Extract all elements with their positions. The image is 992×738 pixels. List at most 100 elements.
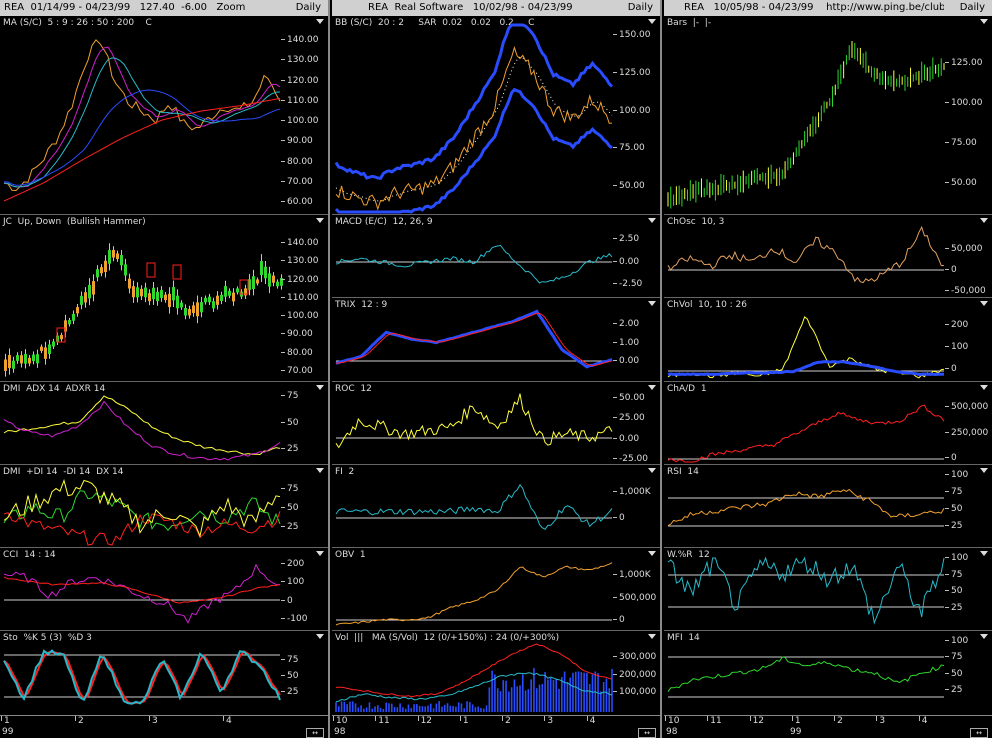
panel-cci-menu-icon[interactable]: [316, 551, 324, 556]
panel-jc[interactable]: JC Up, Down (Bullish Hammer): [0, 215, 328, 382]
roc-tick-1: 25.00: [613, 413, 645, 424]
vol-tick-2: 100,000: [612, 687, 657, 697]
panel-vol[interactable]: Vol ||| MA (S/Vol) 12 (0/+150%) : 24 (0/…: [332, 631, 660, 714]
jc-candle: [100, 267, 103, 274]
ma-tick-8: 60.00: [281, 197, 313, 207]
jc-candle: [228, 290, 231, 296]
dmi1-tick-2: 25: [280, 444, 299, 454]
jc-candle: [108, 250, 111, 264]
panel-trix[interactable]: TRIX 12 : 9: [332, 298, 660, 382]
jc-candle: [204, 297, 207, 303]
window-3-title-bar[interactable]: REA 10/05/98 - 04/23/99 http://www.ping.…: [664, 0, 992, 16]
panel-dmi-di-menu-icon[interactable]: [316, 468, 324, 473]
jc-candle: [60, 334, 63, 340]
jc-candle: [156, 291, 159, 302]
window-1-title-bar[interactable]: REA 01/14/99 - 04/23/99 127.40 -6.00 Zoo…: [0, 0, 328, 16]
ma-price-line: [3, 39, 281, 192]
panel-chosc-menu-icon[interactable]: [980, 218, 988, 223]
panel-fi[interactable]: FI 2: [332, 465, 660, 548]
chart-window-2[interactable]: REA Real Software 10/02/98 - 04/23/99 Da…: [332, 0, 660, 738]
jc-candle: [24, 354, 27, 364]
chvol-tick-2: 0: [945, 364, 957, 374]
w3-xtick-1: 11: [707, 716, 722, 726]
panel-bars[interactable]: Bars |- |-: [664, 16, 992, 215]
panel-bb-menu-icon[interactable]: [648, 19, 656, 24]
sto-tick-2: 25: [280, 687, 299, 697]
panel-rsi-menu-icon[interactable]: [980, 468, 988, 473]
panel-wr-menu-icon[interactable]: [980, 551, 988, 556]
jc-candle: [184, 308, 187, 316]
panel-ma[interactable]: MA (S/C) 5 : 9 : 26 : 50 : 200 C: [0, 16, 328, 215]
panel-roc[interactable]: ROC 12: [332, 382, 660, 465]
chart-window-3[interactable]: REA 10/05/98 - 04/23/99 http://www.ping.…: [664, 0, 992, 738]
bars-tick-2: 75.00: [945, 138, 977, 148]
panel-macd-menu-icon[interactable]: [648, 218, 656, 223]
ma-tick-5: 90.00: [281, 136, 313, 147]
macd-tick-2: -2.50: [612, 279, 643, 289]
window-2-time-axis: 10 11 12 1 2 3 4: [332, 715, 660, 726]
panel-fi-menu-icon[interactable]: [648, 468, 656, 473]
sto-tick-0: 75: [280, 655, 299, 665]
panel-chvol-menu-icon[interactable]: [980, 301, 988, 306]
rsi-tick-0: 100: [944, 470, 969, 480]
window-2-title: REA Real Software 10/02/98 - 04/23/99: [368, 2, 573, 13]
panel-dmi-adx[interactable]: DMI ADX 14 ADXR 14: [0, 382, 328, 465]
ma-tick-7: 70.00: [281, 176, 313, 187]
w1-xtick-3: 4: [223, 716, 232, 726]
panel-trix-menu-icon[interactable]: [648, 301, 656, 306]
panel-bb-label: BB (S/C) 20 : 2 SAR 0.02 0.02 0.2 C: [335, 18, 535, 28]
jc-candle: [16, 355, 19, 361]
jc-candle: [12, 360, 15, 369]
roc-tick-0: 50.00: [613, 393, 645, 403]
panel-chad-menu-icon[interactable]: [980, 385, 988, 390]
window-2-period-dropdown[interactable]: Daily: [624, 2, 656, 14]
panel-chad[interactable]: ChA/D 1: [664, 382, 992, 465]
panel-bars-menu-icon[interactable]: [980, 19, 988, 24]
panel-roc-menu-icon[interactable]: [648, 385, 656, 390]
panel-chosc-label: ChOsc 10, 3: [667, 217, 725, 227]
panel-sto-menu-icon[interactable]: [316, 634, 324, 639]
panel-ma-menu-icon[interactable]: [316, 19, 324, 24]
fi-line: [335, 483, 613, 530]
chvol-avg-line: [667, 360, 945, 377]
panel-vol-menu-icon[interactable]: [648, 634, 656, 639]
panel-dmi-di[interactable]: DMI +DI 14 -DI 14 DX 14: [0, 465, 328, 548]
mfi-line: [667, 656, 945, 692]
jc-candle: [164, 294, 167, 301]
panel-fi-label: FI 2: [335, 467, 355, 477]
jc-candle: [112, 249, 115, 258]
rsi-line: [667, 488, 945, 527]
jc-candle: [20, 355, 23, 364]
jc-candle: [140, 288, 143, 297]
panel-cci[interactable]: CCI 14 : 14: [0, 548, 328, 631]
panel-dmi-adx-menu-icon[interactable]: [316, 385, 324, 390]
jc-candle: [128, 278, 131, 289]
cci-tick-3: -100: [280, 614, 308, 624]
panel-obv-menu-icon[interactable]: [648, 551, 656, 556]
panel-jc-menu-icon[interactable]: [316, 218, 324, 223]
chart-window-1[interactable]: REA 01/14/99 - 04/23/99 127.40 -6.00 Zoo…: [0, 0, 328, 738]
panel-mfi-menu-icon[interactable]: [980, 634, 988, 639]
panel-macd[interactable]: MACD (E/C) 12, 26, 9: [332, 215, 660, 298]
panel-rsi[interactable]: RSI 14: [664, 465, 992, 548]
panel-vol-label: Vol ||| MA (S/Vol) 12 (0/+150%) : 24 (0/…: [335, 633, 560, 643]
panel-rsi-label: RSI 14: [667, 467, 699, 477]
panel-obv[interactable]: OBV 1: [332, 548, 660, 631]
jc-candle: [188, 309, 191, 316]
panel-wr[interactable]: W.%R 12: [664, 548, 992, 631]
window-2-title-bar[interactable]: REA Real Software 10/02/98 - 04/23/99 Da…: [332, 0, 660, 16]
window-1-period-dropdown[interactable]: Daily: [292, 2, 324, 14]
dmi1-tick-1: 50: [280, 417, 299, 428]
panel-chosc[interactable]: ChOsc 10, 3: [664, 215, 992, 298]
panel-sto[interactable]: Sto %K 5 (3) %D 3: [0, 631, 328, 714]
jc-candle: [32, 354, 35, 362]
w2-xtick-2: 12: [417, 716, 433, 726]
panel-bb[interactable]: BB (S/C) 20 : 2 SAR 0.02 0.02 0.2 C: [332, 16, 660, 215]
jc-candle: [260, 261, 263, 276]
chad-line: [667, 404, 945, 463]
jc-candle: [44, 347, 47, 359]
panel-mfi[interactable]: MFI 14: [664, 631, 992, 714]
window-3-period-dropdown[interactable]: Daily: [956, 2, 988, 14]
ma-tick-1: 130.00: [281, 55, 319, 66]
panel-chvol[interactable]: ChVol 10, 10 : 26: [664, 298, 992, 382]
